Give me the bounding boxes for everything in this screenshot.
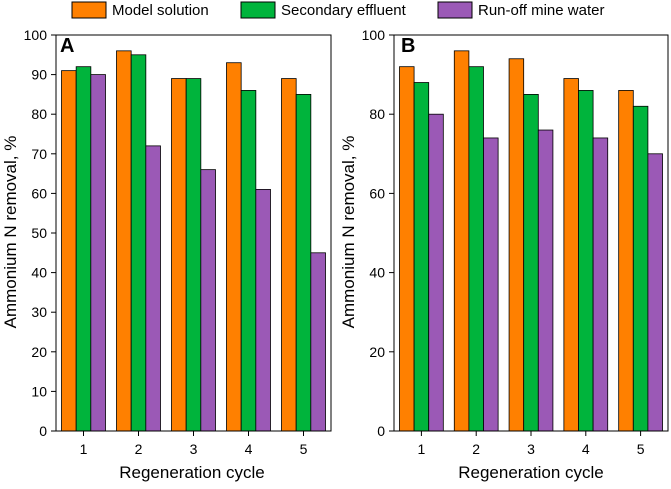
panel-b-y-tick-label-80: 80 [369,106,385,122]
panel-b-x-tick-label-3: 3 [527,441,535,457]
panel-b-y-tick-label-60: 60 [369,185,385,201]
panel-a-plot-frame [55,34,332,432]
panel-b-bars [399,50,663,432]
legend-swatch-run-off-mine-water [437,1,473,19]
panel-a-bar-run-off-mine-water-cycle-1 [90,74,106,432]
panel-b-bar-secondary-effluent-cycle-3 [523,94,539,432]
panel-a-x-tick-label-5: 5 [300,441,308,457]
panel-a-y-axis-title: Ammonium N removal, % [1,136,20,329]
panel-a-y-tick-label-80: 80 [31,106,47,122]
panel-b-bar-model-solution-cycle-2 [453,50,470,432]
panel-b-bar-secondary-effluent-cycle-5 [632,105,649,432]
panel-a-y-tick-label-20: 20 [31,344,47,360]
panel-b-bar-secondary-effluent-cycle-4 [578,90,594,432]
panel-a-y-tick-label-30: 30 [31,304,47,320]
panel-b-bar-run-off-mine-water-cycle-2 [483,137,499,432]
panel-a-y-tick-label-40: 40 [31,265,47,281]
legend-label-secondary-effluent: Secondary effluent [281,2,407,19]
panel-a-y-tick-label-100: 100 [24,27,48,43]
panel-b-x-axis-title: Regeneration cycle [458,463,604,482]
panel-a-x-tick-label-4: 4 [245,441,253,457]
panel-a-bar-model-solution-cycle-4 [226,62,242,432]
panel-b-y-tick-label-100: 100 [362,27,386,43]
panel-a-bar-model-solution-cycle-3 [171,78,187,432]
panel-b-bar-run-off-mine-water-cycle-3 [537,129,554,432]
legend-swatch-model-solution [71,1,107,19]
panel-b-y-axis-title: Ammonium N removal, % [339,136,358,329]
panel-a: 0 10 20 30 40 50 60 70 80 90 100 1 2 3 4 5 A Ammonium N… [1,27,332,482]
panel-a-bar-run-off-mine-water-cycle-2 [145,145,161,432]
legend: Model solution Secondary effluent Run-of… [71,1,604,19]
legend-label-model-solution: Model solution [112,2,209,19]
panel-a-x-axis-title: Regeneration cycle [119,463,265,482]
panel-b-x-tick-label-4: 4 [582,441,590,457]
panel-a-bar-run-off-mine-water-cycle-4 [255,189,271,432]
panel-b-x-tick-label-1: 1 [418,441,426,457]
panel-b-y-tick-label-20: 20 [369,344,385,360]
panel-a-bar-model-solution-cycle-2 [116,50,132,432]
panel-b-bar-model-solution-cycle-3 [508,58,525,432]
panel-b-bar-secondary-effluent-cycle-1 [413,82,430,432]
panel-b-ticks: 0 20 40 60 80 100 1 2 3 4 5 [362,27,645,457]
panel-a-y-tick-label-60: 60 [31,185,47,201]
panel-a-x-tick-label-2: 2 [135,441,143,457]
panel-a-bar-secondary-effluent-cycle-2 [130,54,147,432]
panel-a-y-tick-label-10: 10 [31,383,47,399]
panel-a-bar-run-off-mine-water-cycle-5 [310,252,326,432]
panel-a-y-tick-label-90: 90 [31,67,47,83]
panel-b-bar-run-off-mine-water-cycle-5 [647,153,663,432]
panel-a-y-tick-label-70: 70 [31,146,47,162]
panel-b-x-tick-label-5: 5 [637,441,645,457]
panel-b-bar-run-off-mine-water-cycle-1 [428,113,444,432]
panel-a-x-tick-label-3: 3 [190,441,198,457]
panel-b-bar-run-off-mine-water-cycle-4 [592,137,609,432]
panel-a-y-tick-label-50: 50 [31,225,47,241]
panel-a-bar-secondary-effluent-cycle-5 [295,94,312,432]
legend-swatch-secondary-effluent [240,1,276,19]
legend-label-run-off-mine-water: Run-off mine water [478,2,604,19]
panel-b-letter: B [401,35,415,57]
panel-b-bar-model-solution-cycle-5 [618,90,634,432]
panel-a-x-tick-label-1: 1 [80,441,88,457]
panel-a-bars [61,50,326,432]
panel-b-x-tick-label-2: 2 [472,441,480,457]
panel-b-y-tick-label-0: 0 [377,423,385,439]
panel-b-bar-model-solution-cycle-4 [563,78,579,432]
panel-a-ticks: 0 10 20 30 40 50 60 70 80 90 100 1 2 3 4 5 [24,27,308,457]
panel-a-bar-secondary-effluent-cycle-1 [75,66,92,432]
panel-a-bar-model-solution-cycle-5 [281,78,297,432]
panel-a-bar-model-solution-cycle-1 [61,70,77,432]
panel-a-bar-secondary-effluent-cycle-3 [185,78,202,432]
panel-a-bar-run-off-mine-water-cycle-3 [200,169,216,432]
panel-a-y-tick-label-0: 0 [39,423,47,439]
panel-a-letter: A [60,35,74,57]
panel-b-y-tick-label-40: 40 [369,265,385,281]
panel-a-bar-secondary-effluent-cycle-4 [240,90,257,432]
panel-b-plot-frame [393,34,669,432]
panel-b-bar-secondary-effluent-cycle-2 [468,66,484,432]
panel-b-bar-model-solution-cycle-1 [399,66,415,432]
panel-b: 0 20 40 60 80 100 1 2 3 4 5 B Ammonium N removal, … [339,27,669,482]
